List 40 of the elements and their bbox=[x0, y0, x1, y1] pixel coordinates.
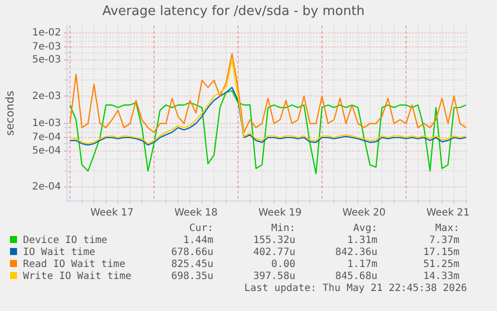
text: 0.00 bbox=[270, 258, 296, 270]
chart-title: Average latency for /dev/sda - by month bbox=[102, 4, 365, 20]
text: Min: bbox=[270, 222, 296, 234]
text: 698.35u bbox=[170, 270, 214, 282]
y-tick-label: 7e-03 bbox=[32, 41, 61, 52]
text: Cur: bbox=[188, 222, 214, 234]
x-tick-label: Week 17 bbox=[90, 208, 134, 219]
legend-label: Write IO Wait time bbox=[22, 270, 132, 282]
text: 845.68u bbox=[334, 270, 378, 282]
text: 825.45u bbox=[170, 258, 214, 270]
y-tick-label: 1e-02 bbox=[32, 27, 61, 38]
x-tick-label: Week 21 bbox=[426, 208, 470, 219]
text: 14.33m bbox=[422, 270, 460, 282]
y-axis-title: seconds bbox=[3, 90, 16, 136]
text: Max: bbox=[434, 222, 460, 234]
y-tick-label: 2e-03 bbox=[32, 90, 61, 102]
legend-label: Read IO Wait time bbox=[22, 258, 126, 270]
text: 51.25m bbox=[422, 258, 460, 270]
text: 155.32u bbox=[252, 234, 296, 246]
text: Avg: bbox=[352, 222, 378, 234]
text: 402.77u bbox=[252, 246, 296, 258]
y-tick-label: 5e-04 bbox=[32, 145, 61, 156]
y-tick-label: 5e-03 bbox=[32, 54, 61, 66]
text: 1.44m bbox=[182, 234, 214, 246]
text: 678.66u bbox=[170, 246, 214, 258]
legend-label: Device IO time bbox=[22, 234, 108, 246]
y-tick-label: 2e-04 bbox=[32, 182, 61, 193]
x-tick-label: Week 19 bbox=[258, 208, 302, 219]
text: 7.37m bbox=[428, 234, 460, 246]
y-tick-label: 1e-03 bbox=[32, 118, 61, 130]
text: Last update: Thu May 21 22:45:38 2026 bbox=[244, 283, 467, 294]
text: 1.31m bbox=[346, 234, 378, 246]
y-tick-label: 7e-04 bbox=[32, 132, 61, 144]
text: 1.17m bbox=[346, 258, 378, 270]
legend-label: IO Wait time bbox=[22, 246, 96, 258]
text: 842.36u bbox=[334, 246, 378, 258]
text: 17.15m bbox=[422, 246, 460, 258]
text: 397.58u bbox=[252, 270, 296, 282]
x-tick-label: Week 18 bbox=[174, 208, 218, 219]
x-tick-label: Week 20 bbox=[342, 208, 386, 219]
